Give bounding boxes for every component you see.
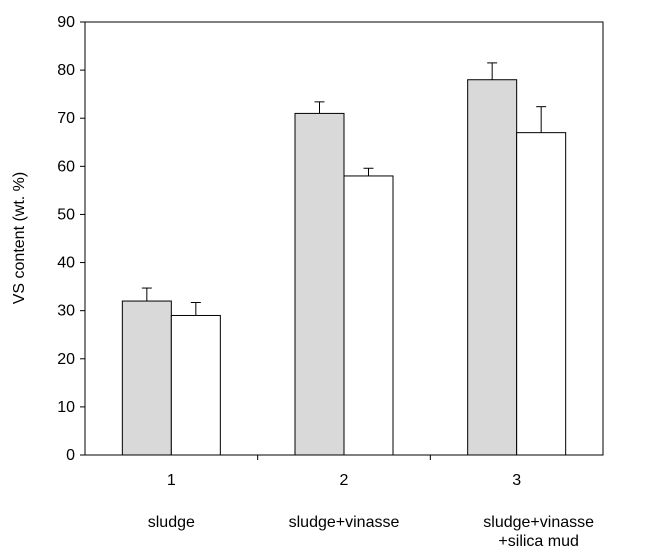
- plot-frame: [84, 21, 604, 456]
- y-tick-label: 70: [57, 110, 75, 127]
- category-description: sludge: [148, 514, 195, 531]
- category-description: +silica mud: [498, 533, 578, 550]
- y-tick-label: 40: [57, 255, 75, 272]
- category-description: sludge+vinasse: [483, 514, 594, 531]
- y-tick-label: 50: [57, 206, 75, 223]
- category-description: sludge+vinasse: [289, 514, 400, 531]
- y-tick-label: 90: [57, 14, 75, 31]
- bar: [467, 79, 518, 456]
- bar: [294, 112, 345, 456]
- bar: [121, 300, 172, 456]
- y-tick-label: 80: [57, 62, 75, 79]
- bar: [516, 132, 567, 456]
- y-tick-label: 30: [57, 303, 75, 320]
- y-tick-label: 0: [66, 447, 75, 464]
- y-tick-label: 10: [57, 399, 75, 416]
- bar: [170, 314, 221, 456]
- x-tick-label: 2: [340, 472, 349, 489]
- y-tick-label: 60: [57, 158, 75, 175]
- plot-area: 0 10 20 30 40 50 60 70 80 90 1 sludge 2 sludge+vinass…: [57, 14, 594, 550]
- x-tick-label: 1: [167, 472, 176, 489]
- bar: [343, 175, 394, 456]
- y-tick-label: 20: [57, 351, 75, 368]
- y-axis-label: VS content (wt. %): [11, 172, 28, 305]
- x-tick-label: 3: [512, 472, 521, 489]
